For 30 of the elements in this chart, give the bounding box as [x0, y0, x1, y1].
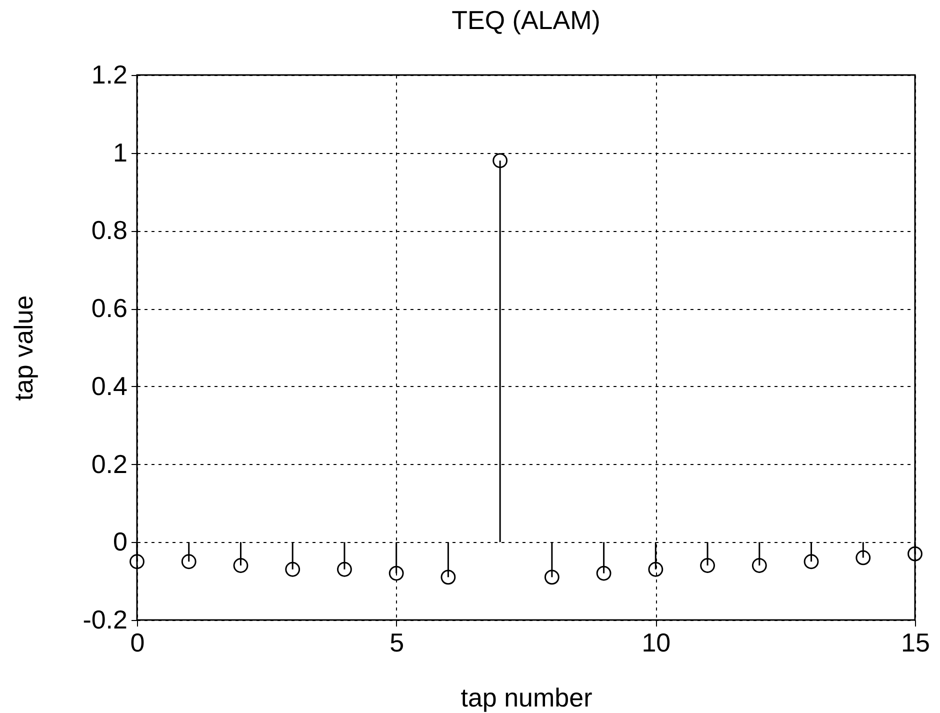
- point: [181, 554, 196, 570]
- point: [388, 566, 404, 581]
- point: [492, 153, 508, 168]
- y-tick-label: 0.8: [91, 215, 128, 246]
- y-tick-label: -0.2: [82, 604, 128, 634]
- y-tick-label: 0.2: [91, 448, 128, 479]
- y-tick-label: 1: [113, 137, 128, 168]
- point: [804, 554, 819, 570]
- x-axis-title: tap number: [460, 682, 593, 712]
- point: [700, 558, 715, 573]
- point: [440, 570, 456, 585]
- x-tick-label: 10: [642, 628, 671, 658]
- point: [233, 558, 248, 573]
- y-axis-title: tap value: [8, 295, 38, 401]
- x-tick-label: 5: [390, 628, 404, 658]
- point: [648, 562, 664, 577]
- y-tick-label: 1.2: [91, 60, 128, 90]
- point: [130, 554, 144, 570]
- point: [544, 570, 560, 585]
- y-tick-label: 0: [113, 526, 128, 557]
- point: [337, 562, 352, 577]
- x-tick-label: 15: [901, 628, 930, 658]
- point: [285, 562, 300, 577]
- point: [856, 550, 871, 566]
- chart-title: TEQ (ALAM): [452, 5, 600, 35]
- point: [908, 546, 922, 562]
- point: [752, 558, 767, 573]
- y-tick-label: 0.6: [91, 293, 128, 324]
- point: [596, 566, 612, 581]
- y-tick-label: 0.4: [91, 370, 128, 401]
